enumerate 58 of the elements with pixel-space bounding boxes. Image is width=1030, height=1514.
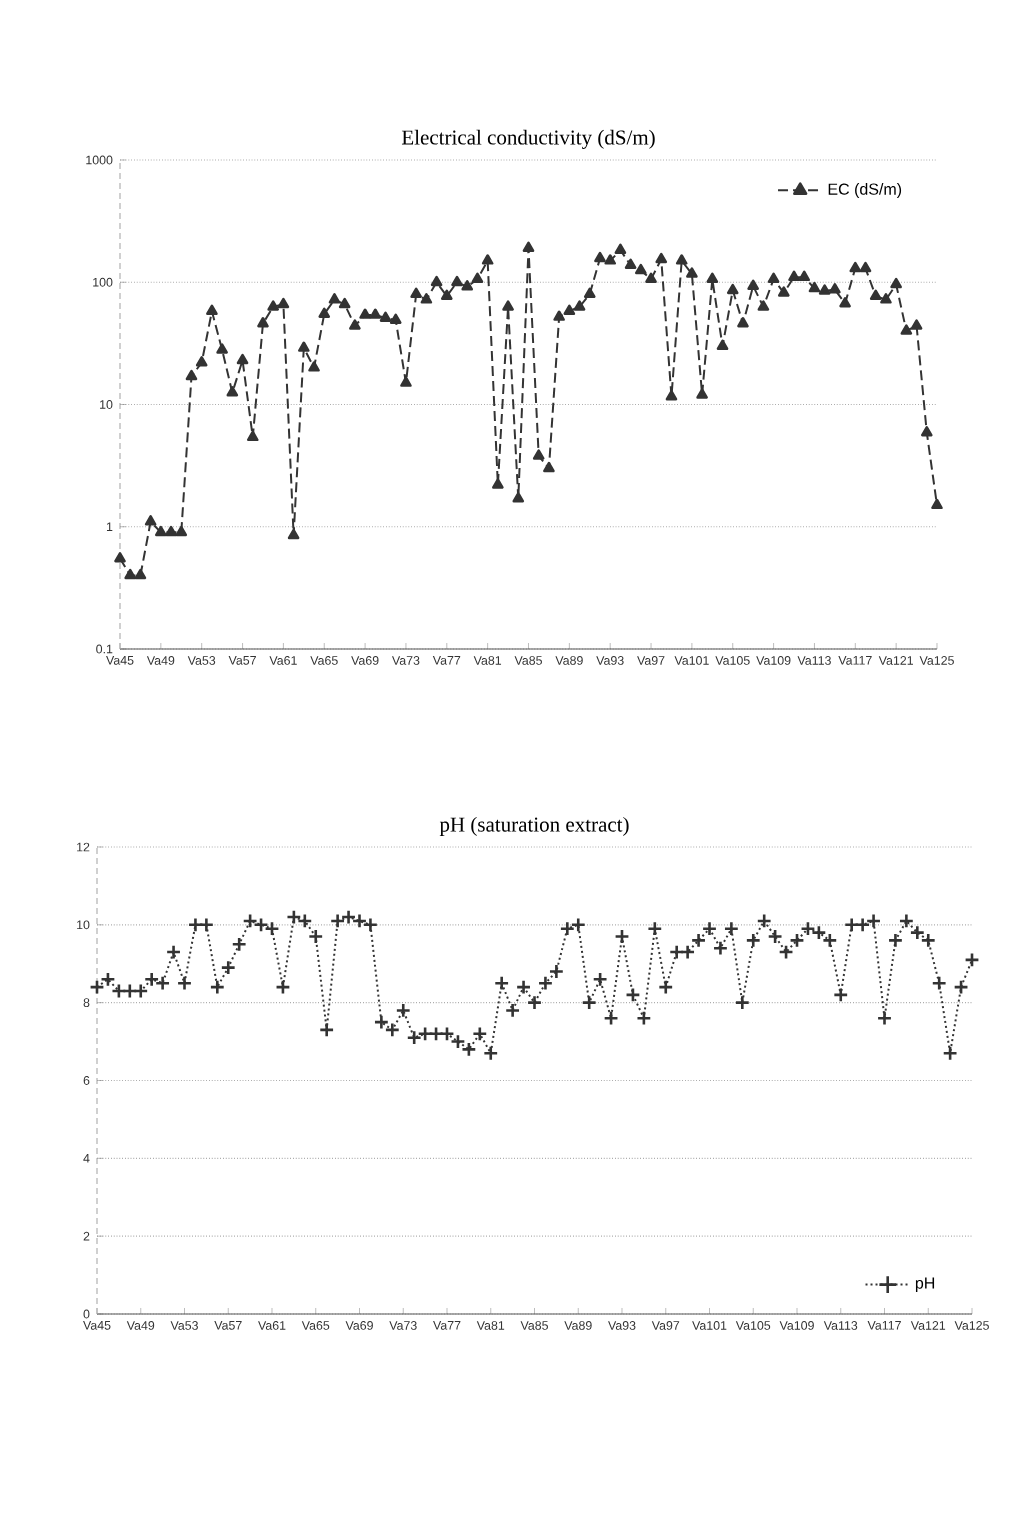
y-tick-label: 4 <box>83 1154 90 1163</box>
x-tick-label: Va101 <box>692 1321 727 1330</box>
x-tick-label: Va101 <box>674 656 709 665</box>
chart-title: pH (saturation extract) <box>439 816 629 836</box>
x-tick-label: Va81 <box>476 1321 505 1330</box>
x-tick-label: Va49 <box>126 1321 155 1330</box>
y-tick-label: 0.1 <box>96 644 113 654</box>
x-tick-label: Va113 <box>823 1321 858 1330</box>
x-tick-label: Va61 <box>269 656 297 665</box>
x-tick-label: Va69 <box>351 656 379 665</box>
y-tick-label: 1000 <box>86 155 113 165</box>
x-tick-label: Va109 <box>779 1321 814 1330</box>
x-tick-label: Va45 <box>106 656 134 665</box>
x-tick-label: Va97 <box>651 1321 680 1330</box>
x-tick-label: Va45 <box>83 1321 111 1330</box>
x-tick-label: Va121 <box>910 1321 946 1330</box>
x-tick-label: Va69 <box>345 1321 373 1330</box>
x-tick-label: Va81 <box>473 656 502 665</box>
legend-label: EC (dS/m) <box>828 183 902 198</box>
x-tick-label: Va73 <box>389 1321 417 1330</box>
x-tick-label: Va53 <box>170 1321 198 1330</box>
x-tick-label: Va105 <box>715 656 750 665</box>
x-tick-label: Va73 <box>391 656 420 665</box>
x-tick-label: Va117 <box>838 656 872 665</box>
y-tick-label: 10 <box>100 400 113 409</box>
y-tick-label: 100 <box>93 277 113 287</box>
x-tick-label: Va109 <box>756 656 791 665</box>
x-tick-label: Va105 <box>735 1321 771 1330</box>
x-tick-label: Va77 <box>432 656 461 665</box>
x-tick-label: Va117 <box>867 1321 901 1330</box>
x-tick-label: Va61 <box>258 1321 286 1330</box>
x-tick-label: Va89 <box>555 656 583 665</box>
x-tick-label: Va89 <box>564 1321 592 1330</box>
x-tick-label: Va125 <box>919 656 954 665</box>
y-tick-label: 10 <box>77 920 90 930</box>
y-tick-label: 12 <box>77 842 90 852</box>
y-tick-label: 2 <box>83 1231 90 1241</box>
x-tick-label: Va65 <box>310 656 338 665</box>
x-tick-label: Va57 <box>228 656 256 665</box>
x-tick-label: Va49 <box>146 656 175 665</box>
x-tick-label: Va85 <box>520 1321 548 1330</box>
y-tick-label: 8 <box>83 998 90 1008</box>
chart-title: Electrical conductivity (dS/m) <box>401 129 655 149</box>
y-tick-label: 6 <box>83 1076 90 1085</box>
x-tick-label: Va121 <box>878 656 913 665</box>
x-tick-label: Va85 <box>514 656 542 665</box>
x-tick-label: Va77 <box>433 1321 461 1330</box>
y-tick-label: 0 <box>83 1309 90 1319</box>
x-tick-label: Va113 <box>797 656 831 665</box>
legend-label: pH <box>915 1277 935 1292</box>
x-tick-label: Va65 <box>301 1321 330 1330</box>
y-tick-label: 1 <box>106 522 113 532</box>
x-tick-label: Va93 <box>596 656 624 665</box>
x-tick-label: Va57 <box>214 1321 242 1330</box>
x-tick-label: Va97 <box>637 656 665 665</box>
x-tick-label: Va53 <box>187 656 216 665</box>
x-tick-label: Va125 <box>954 1321 989 1330</box>
x-tick-label: Va93 <box>608 1321 636 1330</box>
